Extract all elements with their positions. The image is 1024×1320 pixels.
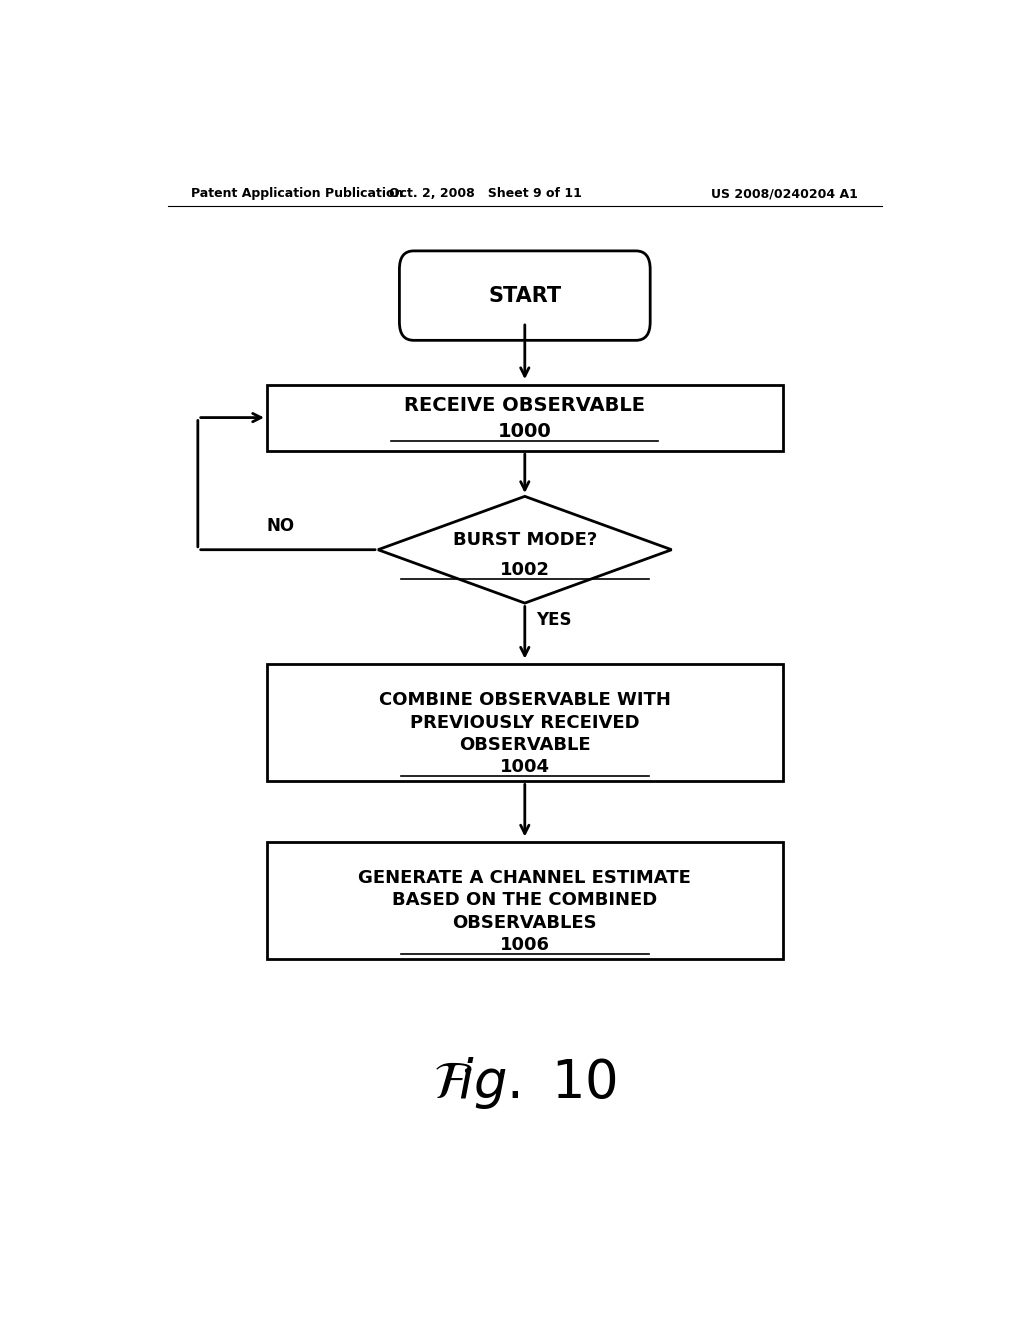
Text: 1006: 1006 — [500, 936, 550, 954]
Text: Oct. 2, 2008   Sheet 9 of 11: Oct. 2, 2008 Sheet 9 of 11 — [389, 187, 582, 201]
Text: Patent Application Publication: Patent Application Publication — [191, 187, 403, 201]
Bar — [267, 842, 782, 958]
Text: PREVIOUSLY RECEIVED: PREVIOUSLY RECEIVED — [410, 714, 640, 731]
Text: BASED ON THE COMBINED: BASED ON THE COMBINED — [392, 891, 657, 909]
FancyBboxPatch shape — [399, 251, 650, 341]
Bar — [267, 384, 782, 450]
Text: START: START — [488, 285, 561, 306]
Polygon shape — [378, 496, 672, 603]
Text: $\mathcal{F}\!\mathit{ig.}\ \mathit{10}$: $\mathcal{F}\!\mathit{ig.}\ \mathit{10}$ — [433, 1055, 616, 1111]
Text: RECEIVE OBSERVABLE: RECEIVE OBSERVABLE — [404, 396, 645, 414]
Text: 1004: 1004 — [500, 758, 550, 776]
Text: OBSERVABLE: OBSERVABLE — [459, 735, 591, 754]
Bar — [267, 664, 782, 781]
Text: OBSERVABLES: OBSERVABLES — [453, 913, 597, 932]
Text: NO: NO — [267, 517, 295, 536]
Text: COMBINE OBSERVABLE WITH: COMBINE OBSERVABLE WITH — [379, 692, 671, 709]
Text: 1002: 1002 — [500, 561, 550, 579]
Text: BURST MODE?: BURST MODE? — [453, 531, 597, 549]
Text: US 2008/0240204 A1: US 2008/0240204 A1 — [712, 187, 858, 201]
Text: 1000: 1000 — [498, 422, 552, 441]
Text: GENERATE A CHANNEL ESTIMATE: GENERATE A CHANNEL ESTIMATE — [358, 869, 691, 887]
Text: YES: YES — [536, 611, 571, 628]
